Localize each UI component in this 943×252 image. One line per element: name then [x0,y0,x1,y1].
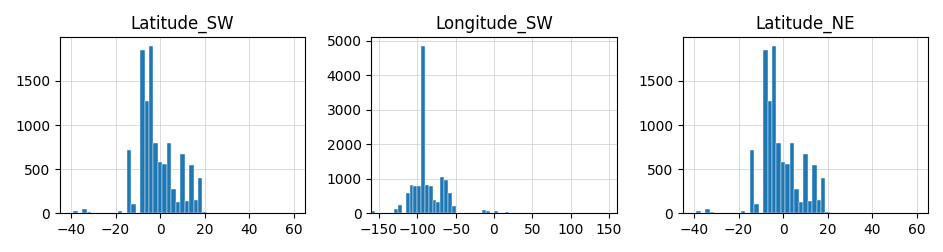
Bar [437,202,440,213]
Bar [433,200,437,213]
Bar [494,211,498,213]
Bar [821,178,825,213]
Bar [487,210,490,213]
Bar [425,185,429,213]
Bar [452,206,455,213]
Bar [817,200,821,213]
Bar [190,165,193,213]
Title: Longitude_SW: Longitude_SW [435,15,553,33]
Bar [750,150,754,213]
Title: Latitude_NE: Latitude_NE [755,15,855,33]
Bar [203,212,207,213]
Bar [444,180,448,213]
Bar [807,201,812,213]
Bar [799,202,803,213]
Bar [505,211,509,213]
Bar [754,204,758,213]
Bar [144,101,149,213]
Bar [157,162,162,213]
Bar [448,193,452,213]
Bar [781,162,786,213]
Bar [193,200,198,213]
Bar [82,209,87,213]
Bar [790,143,794,213]
Bar [167,143,172,213]
Bar [141,50,144,213]
Bar [794,188,799,213]
Bar [812,165,817,213]
Bar [803,154,807,213]
Bar [705,209,709,213]
Bar [422,46,425,213]
Bar [394,209,398,213]
Bar [409,185,413,213]
Bar [413,186,418,213]
Bar [198,178,203,213]
Bar [768,101,772,213]
Bar [772,46,776,213]
Bar [440,177,444,213]
Bar [372,211,375,213]
Bar [398,205,402,213]
Bar [149,46,154,213]
Bar [172,188,175,213]
Bar [786,164,790,213]
Bar [741,211,745,213]
Bar [405,193,409,213]
Bar [162,164,167,213]
Bar [776,143,781,213]
Bar [418,186,422,213]
Bar [175,202,180,213]
Bar [87,211,91,213]
Bar [74,211,77,213]
Bar [185,201,190,213]
Bar [825,212,830,213]
Bar [154,143,157,213]
Title: Latitude_SW: Latitude_SW [131,15,234,33]
Bar [126,150,131,213]
Bar [696,211,701,213]
Bar [131,204,136,213]
Bar [483,210,487,213]
Bar [180,154,185,213]
Bar [763,50,768,213]
Bar [709,211,714,213]
Bar [429,186,433,213]
Bar [118,211,123,213]
